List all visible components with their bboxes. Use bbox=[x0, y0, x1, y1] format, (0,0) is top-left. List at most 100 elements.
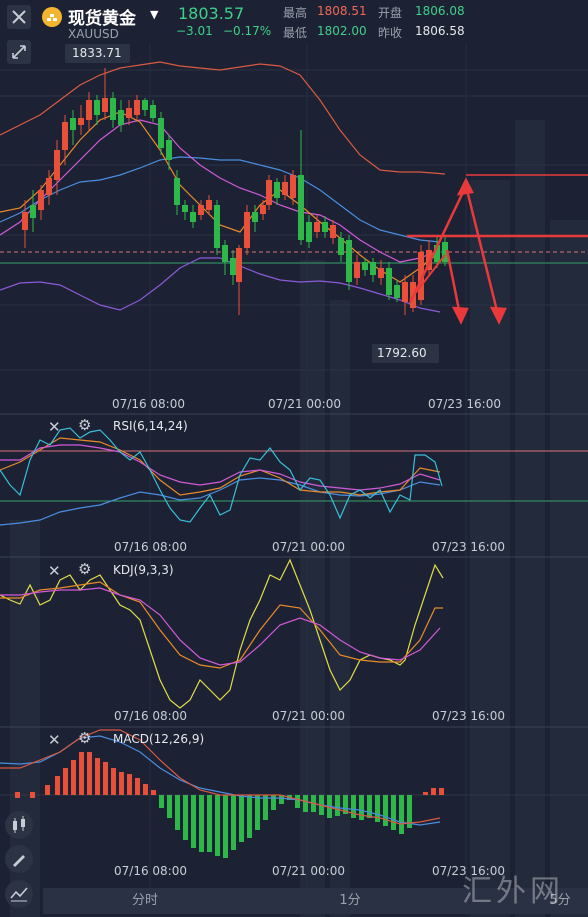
rsi-close-button[interactable]: ✕ bbox=[48, 418, 61, 436]
macd-histogram-bar bbox=[391, 795, 396, 830]
high-value: 1808.51 bbox=[317, 4, 367, 18]
symbol-code: XAUUSD bbox=[68, 27, 119, 41]
candle-body bbox=[102, 98, 108, 112]
macd-histogram-bar bbox=[199, 795, 204, 852]
candle-body bbox=[222, 245, 228, 262]
macd-histogram-bar bbox=[263, 795, 268, 820]
kdj-close-button[interactable]: ✕ bbox=[48, 562, 61, 580]
close-icon bbox=[12, 10, 26, 24]
symbol-name[interactable]: 现货黄金 bbox=[68, 9, 136, 29]
candle-body bbox=[282, 182, 288, 195]
macd-histogram-bar bbox=[383, 795, 388, 826]
candle-body bbox=[190, 212, 196, 222]
macd-time-2: 07/21 00:00 bbox=[272, 864, 345, 878]
candle-body bbox=[166, 140, 172, 160]
macd-histogram-bar bbox=[30, 792, 35, 798]
macd-histogram-bar bbox=[143, 784, 148, 795]
macd-histogram-bar bbox=[207, 795, 212, 852]
candle-body bbox=[206, 200, 212, 210]
watermark: 汇外网 bbox=[462, 874, 564, 909]
macd-histogram-bar bbox=[367, 795, 372, 818]
open-value: 1806.08 bbox=[415, 4, 465, 18]
candle-body bbox=[362, 262, 368, 270]
close-button[interactable] bbox=[7, 5, 31, 29]
prev-close-value: 1806.58 bbox=[415, 24, 465, 38]
candle-body bbox=[54, 150, 60, 180]
candlestick-tool-button[interactable] bbox=[5, 811, 33, 839]
high-label: 最高 bbox=[283, 6, 308, 20]
low-value: 1802.00 bbox=[317, 24, 367, 38]
gold-coin-icon bbox=[42, 7, 62, 27]
macd-close-button[interactable]: ✕ bbox=[48, 731, 61, 749]
candlesticks bbox=[22, 68, 448, 315]
tab-5min[interactable]: 5分 bbox=[549, 893, 571, 908]
candle-body bbox=[378, 268, 384, 278]
candle-body bbox=[150, 105, 156, 118]
candle-body bbox=[346, 240, 352, 282]
line-chart-icon bbox=[10, 887, 28, 902]
candle-body bbox=[62, 122, 68, 150]
low-price-marker: 1792.60 bbox=[377, 346, 427, 360]
macd-histogram-bar bbox=[135, 778, 140, 795]
candle-body bbox=[110, 98, 116, 120]
candle-body bbox=[46, 178, 52, 195]
candle-body bbox=[426, 250, 432, 270]
candle-body bbox=[94, 100, 100, 115]
candle-body bbox=[290, 175, 296, 198]
candle-body bbox=[402, 282, 408, 302]
candle-body bbox=[70, 118, 76, 130]
macd-histogram-bar bbox=[175, 795, 180, 830]
prev-close-label: 昨收 bbox=[378, 26, 403, 40]
high-price-marker: 1833.71 bbox=[72, 46, 122, 60]
macd-histogram-bar bbox=[431, 788, 436, 795]
current-price: 1803.57 bbox=[178, 4, 245, 23]
macd-histogram-bar bbox=[351, 795, 356, 818]
candle-body bbox=[330, 225, 336, 238]
dropdown-icon[interactable]: ▼ bbox=[150, 8, 159, 21]
candle-body bbox=[38, 190, 44, 210]
macd-histogram-bar bbox=[55, 776, 60, 795]
candle-body bbox=[252, 212, 258, 222]
draw-tool-button[interactable] bbox=[5, 845, 33, 873]
kdj-settings-icon[interactable]: ⚙ bbox=[78, 560, 92, 578]
macd-histogram-bar bbox=[423, 792, 428, 795]
candle-body bbox=[214, 205, 220, 248]
macd-histogram-bar bbox=[183, 795, 188, 840]
macd-time-1: 07/16 08:00 bbox=[114, 864, 187, 878]
collapse-icon bbox=[12, 45, 26, 59]
macd-histogram-bar bbox=[71, 760, 76, 795]
price-change: −3.01 bbox=[176, 24, 213, 38]
rsi-panel bbox=[0, 427, 588, 526]
macd-histogram-bar bbox=[343, 795, 348, 814]
header: 现货黄金 ▼ XAUUSD 1803.57 −3.01 −0.17% 最高 18… bbox=[0, 0, 588, 44]
macd-histogram-bar bbox=[303, 795, 308, 812]
macd-histogram-bar bbox=[159, 795, 164, 808]
candlestick-icon bbox=[13, 816, 25, 833]
kdj-time-3: 07/23 16:00 bbox=[432, 709, 505, 723]
macd-histogram-bar bbox=[15, 792, 20, 798]
candle-body bbox=[354, 262, 360, 278]
candle-body bbox=[394, 285, 400, 298]
macd-histogram-bar bbox=[239, 795, 244, 842]
candle-body bbox=[158, 118, 164, 148]
rsi-settings-icon[interactable]: ⚙ bbox=[78, 416, 92, 434]
collapse-button[interactable] bbox=[7, 40, 31, 64]
candle-body bbox=[260, 205, 266, 214]
candle-body bbox=[266, 180, 272, 205]
candle-body bbox=[244, 212, 250, 248]
macd-histogram-bar bbox=[119, 772, 124, 795]
macd-settings-icon[interactable]: ⚙ bbox=[78, 729, 92, 747]
pen-icon bbox=[13, 855, 25, 867]
line-chart-tool-button[interactable] bbox=[5, 880, 33, 908]
macd-histogram-bar bbox=[223, 795, 228, 858]
tab-timeshare[interactable]: 分时 bbox=[131, 893, 158, 908]
macd-histogram-bar bbox=[279, 795, 284, 804]
macd-histogram-bar bbox=[359, 795, 364, 820]
tab-1min[interactable]: 1分 bbox=[339, 893, 361, 908]
macd-histogram-bar bbox=[271, 795, 276, 810]
macd-histogram-bar bbox=[335, 795, 340, 816]
candle-body bbox=[182, 205, 188, 212]
rsi-title: RSI(6,14,24) bbox=[113, 419, 188, 433]
macd-histogram-bar bbox=[79, 752, 84, 795]
